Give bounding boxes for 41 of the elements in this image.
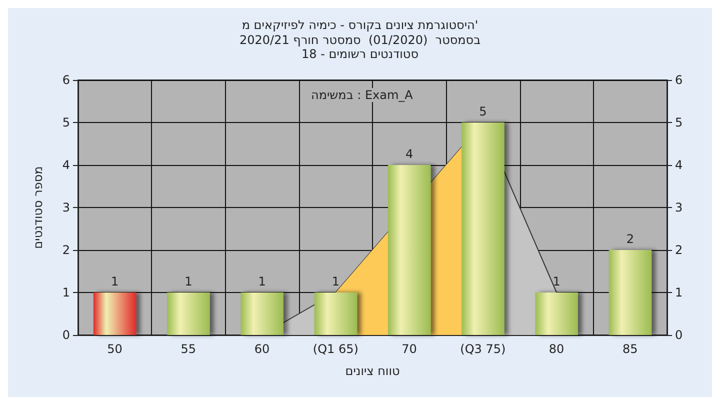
- y2-tick-label: 6: [675, 73, 683, 87]
- y-axis-title: מספר סטודנטים: [31, 166, 45, 249]
- data-label: 4: [405, 147, 414, 161]
- x-tick-label: 50: [107, 342, 122, 356]
- data-label: 1: [332, 274, 340, 288]
- x-tick-label: (Q1 65): [312, 342, 358, 356]
- y-tick-label: 2: [62, 243, 70, 257]
- data-label: 2: [626, 232, 634, 246]
- y-tick-label: 4: [62, 158, 70, 172]
- y2-tick-label: 5: [675, 116, 683, 130]
- x-tick-label: 70: [402, 342, 417, 356]
- bar: [608, 250, 652, 335]
- y2-tick-label: 1: [675, 286, 683, 300]
- data-label: 5: [479, 104, 487, 118]
- x-tick-label: 55: [180, 342, 196, 356]
- x-tick-label: 80: [548, 342, 564, 356]
- y2-tick-label: 0: [675, 328, 683, 342]
- y2-tick-label: 3: [675, 200, 683, 214]
- y-tick-label: 5: [62, 116, 70, 130]
- chart-title: היסטוגרמת ציונים בקורס - כימיה לפיזיקאים מ': [242, 18, 478, 32]
- x-tick-label: (Q3 75): [460, 342, 506, 356]
- bar: [535, 292, 578, 335]
- x-tick-label: 60: [254, 342, 270, 356]
- y-tick-label: 0: [62, 328, 70, 342]
- data-label: 1: [110, 274, 119, 288]
- bar: [93, 292, 136, 335]
- bar: [314, 292, 358, 335]
- chart-subtitle: בסמסטר (01/2020) סמסטר חורף 2020/21 סטודנטים רשומים - 18: [239, 33, 481, 61]
- data-label: 1: [258, 274, 266, 288]
- annotation: במשימה : Exam_A: [311, 88, 414, 102]
- data-label: 1: [552, 274, 560, 288]
- y-tick-label: 1: [62, 286, 70, 300]
- y-tick-label: 3: [62, 200, 70, 214]
- y2-tick-label: 2: [675, 243, 683, 257]
- x-tick-label: 85: [622, 342, 638, 356]
- bar: [167, 292, 210, 335]
- y2-tick-label: 4: [675, 158, 683, 172]
- bar: [240, 292, 284, 335]
- y-tick-label: 6: [62, 73, 70, 87]
- data-label: 1: [184, 274, 192, 288]
- x-axis-title: טווח ציונים: [345, 364, 400, 378]
